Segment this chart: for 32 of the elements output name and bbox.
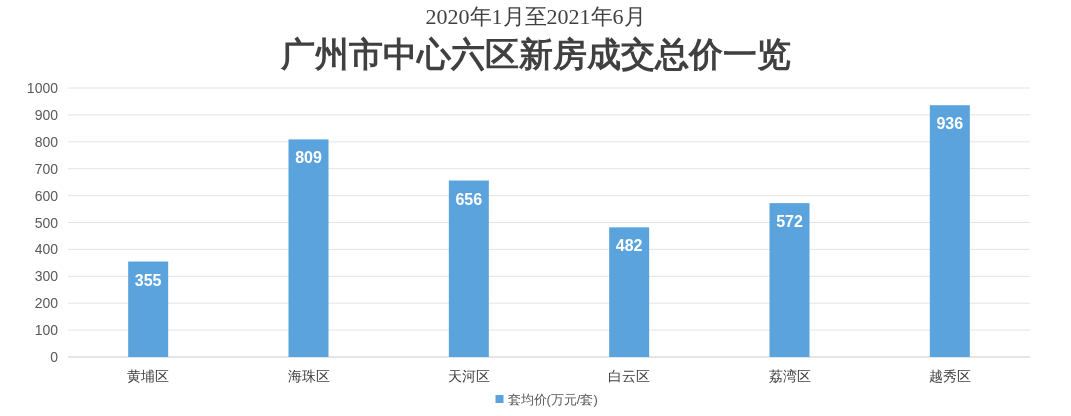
- x-tick-label: 白云区: [608, 368, 651, 384]
- y-tick-label: 200: [34, 295, 59, 312]
- x-tick-label: 荔湾区: [768, 368, 811, 384]
- y-tick-label: 800: [34, 133, 59, 150]
- bar: [128, 261, 169, 357]
- y-tick-label: 400: [34, 241, 59, 258]
- data-label: 809: [295, 149, 322, 167]
- bar: [448, 180, 489, 357]
- x-tick-label: 黄埔区: [127, 368, 170, 384]
- chart-title: 广州市中心六区新房成交总价一览: [279, 36, 791, 73]
- x-tick-label: 天河区: [447, 368, 490, 384]
- y-tick-label: 300: [34, 268, 59, 285]
- bar: [288, 139, 329, 357]
- data-label: 572: [776, 213, 803, 231]
- y-tick-label: 700: [34, 160, 59, 177]
- x-tick-label: 越秀区: [928, 368, 971, 384]
- legend-label: 套均价(万元/套): [507, 392, 598, 407]
- y-tick-label: 600: [34, 187, 59, 204]
- data-label: 936: [936, 115, 964, 133]
- y-tick-label: 500: [34, 214, 59, 231]
- data-label: 355: [134, 271, 162, 289]
- data-label: 656: [455, 190, 483, 208]
- chart-subtitle: 2020年1月至2021年6月: [425, 4, 646, 29]
- y-tick-label: 100: [34, 322, 59, 339]
- y-tick-label: 0: [50, 349, 59, 365]
- bar: [609, 227, 650, 357]
- data-label: 482: [615, 237, 643, 255]
- bar: [929, 105, 970, 357]
- x-tick-label: 海珠区: [287, 368, 330, 384]
- y-tick-label: 1000: [26, 80, 59, 96]
- y-tick-label: 900: [34, 106, 59, 123]
- bar: [769, 203, 810, 357]
